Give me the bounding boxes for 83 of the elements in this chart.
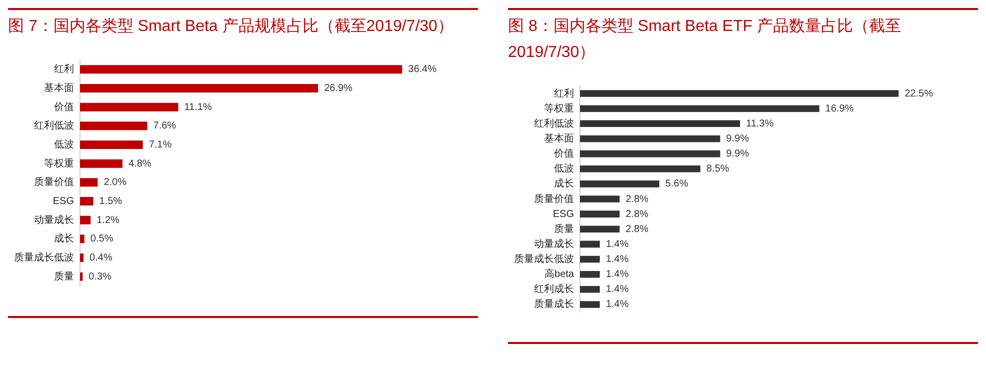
y-tick-label: 基本面 xyxy=(44,82,74,94)
data-label: 2.0% xyxy=(104,177,127,188)
data-label: 9.9% xyxy=(726,133,750,144)
bar xyxy=(80,216,91,224)
y-tick-label: 动量成长 xyxy=(34,214,74,226)
bar xyxy=(580,301,600,308)
data-label: 1.4% xyxy=(606,254,629,266)
data-label: 2.8% xyxy=(626,194,649,205)
bar xyxy=(580,226,620,233)
y-tick-label: 红利低波 xyxy=(534,117,574,130)
data-label: 7.1% xyxy=(148,140,172,150)
bar xyxy=(80,197,94,206)
y-tick-label: 价值 xyxy=(553,148,574,160)
data-label: 1.5% xyxy=(99,196,122,207)
data-label: 26.9% xyxy=(324,83,353,94)
bar xyxy=(580,150,720,158)
data-label: 36.4% xyxy=(408,64,437,76)
y-tick-label: 质量成长低波 xyxy=(514,253,574,266)
data-label: 11.1% xyxy=(184,102,212,113)
bar xyxy=(580,120,740,128)
y-tick-label: 低波 xyxy=(554,162,574,175)
y-tick-label: 红利低波 xyxy=(34,120,74,132)
y-tick-label: 等权重 xyxy=(544,102,574,114)
data-label: 22.5% xyxy=(904,88,934,100)
data-label: 8.5% xyxy=(706,164,730,175)
bar xyxy=(80,65,402,74)
y-tick-label: 质量成长 xyxy=(534,298,574,310)
data-label: 0.4% xyxy=(90,252,112,264)
y-tick-label: 质量 xyxy=(554,222,574,235)
data-label: 1.4% xyxy=(606,284,629,296)
bar xyxy=(580,286,600,293)
y-tick-label: 质量成长低波 xyxy=(14,252,74,264)
bar xyxy=(580,210,620,218)
y-tick-label: 红利成长 xyxy=(534,283,574,296)
data-label: 1.4% xyxy=(606,238,629,250)
y-tick-label: 红利 xyxy=(54,63,74,76)
bar xyxy=(580,90,899,97)
data-label: 4.8% xyxy=(128,158,152,170)
bar xyxy=(80,84,318,92)
data-label: 9.9% xyxy=(726,148,750,160)
data-label: 2.8% xyxy=(626,224,649,235)
bar xyxy=(580,135,720,142)
bar xyxy=(580,270,600,278)
bar xyxy=(80,272,83,281)
bar xyxy=(580,165,700,172)
chart-title: 图 7：国内各类型 Smart Beta 产品规模占比（截至2019/7/30） xyxy=(8,16,454,37)
bar xyxy=(580,196,620,202)
bar xyxy=(80,234,84,244)
y-tick-label: ESG xyxy=(552,208,574,220)
y-tick-label: 质量价值 xyxy=(534,192,574,205)
y-tick-label: 成长 xyxy=(554,178,574,190)
y-tick-label: 质量 xyxy=(54,270,74,282)
bar xyxy=(80,102,178,112)
data-label: 7.6% xyxy=(153,120,176,132)
chart-title: 图 8：国内各类型 Smart Beta ETF 产品数量占比（截至2019/7/30） xyxy=(508,16,902,63)
data-label: 16.9% xyxy=(825,103,854,114)
y-tick-label: 质量价值 xyxy=(34,176,74,188)
y-tick-label: 红利 xyxy=(554,87,574,100)
data-label: 1.2% xyxy=(96,214,120,226)
bar xyxy=(580,180,660,188)
data-label: 2.8% xyxy=(626,208,649,220)
y-tick-label: 等权重 xyxy=(44,157,74,170)
y-tick-label: 成长 xyxy=(54,232,74,245)
data-label: 5.6% xyxy=(665,178,688,190)
bar xyxy=(80,159,122,168)
bar xyxy=(580,105,820,112)
data-label: 1.4% xyxy=(606,299,629,310)
bar xyxy=(80,178,98,187)
bar xyxy=(580,240,600,248)
y-tick-label: 高beta xyxy=(544,268,574,280)
data-label: 11.3% xyxy=(746,118,774,130)
bar xyxy=(80,140,143,149)
bar xyxy=(580,256,600,263)
bar xyxy=(80,254,84,262)
data-label: 1.4% xyxy=(606,269,629,280)
y-tick-label: ESG xyxy=(52,196,74,207)
bar xyxy=(80,122,148,130)
y-tick-label: 基本面 xyxy=(544,132,574,144)
y-tick-label: 动量成长 xyxy=(534,238,574,250)
data-label: 0.3% xyxy=(88,271,112,282)
y-tick-label: 低波 xyxy=(54,138,74,150)
y-tick-label: 价值 xyxy=(53,100,74,113)
data-label: 0.5% xyxy=(90,234,114,245)
